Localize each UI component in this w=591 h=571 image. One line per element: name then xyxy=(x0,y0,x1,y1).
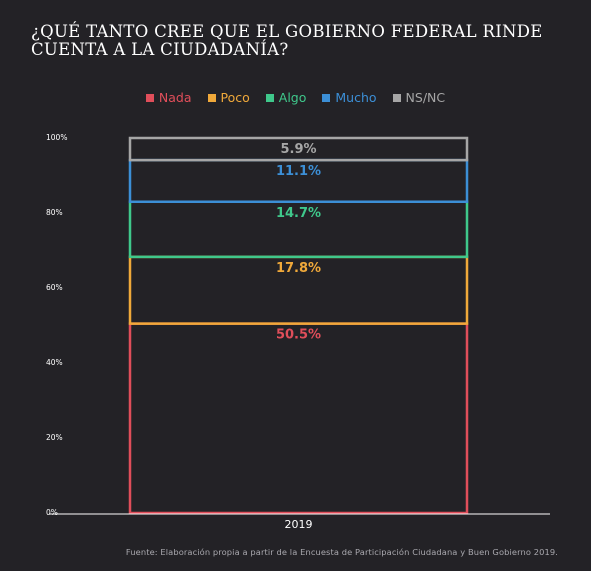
y-tick-label: 0% xyxy=(46,508,58,517)
legend-label: Mucho xyxy=(335,90,377,105)
source-note: Fuente: Elaboración propia a partir de l… xyxy=(125,547,558,557)
legend-item: Algo xyxy=(265,90,307,105)
y-tick-label: 100% xyxy=(46,133,67,142)
data-label: 14.7% xyxy=(276,206,321,221)
legend-swatch xyxy=(392,93,401,102)
x-category-label: 2019 xyxy=(285,518,313,531)
data-label: 50.5% xyxy=(276,328,321,343)
legend-item: Nada xyxy=(145,90,192,105)
legend-item: Poco xyxy=(207,90,250,105)
bar-segment xyxy=(128,322,469,515)
data-label: 5.9% xyxy=(280,142,316,157)
legend-swatch xyxy=(145,93,154,102)
legend-swatch xyxy=(265,93,274,102)
bar-segment xyxy=(128,136,469,162)
y-tick-label: 60% xyxy=(46,283,63,292)
legend-swatch xyxy=(207,93,216,102)
legend-label: Nada xyxy=(158,90,192,105)
y-tick-label: 20% xyxy=(46,433,63,442)
legend: Nada Poco Algo Mucho NS/NC xyxy=(0,90,591,105)
legend-label: Algo xyxy=(278,90,307,105)
legend-item: Mucho xyxy=(322,90,377,105)
y-tick-label: 40% xyxy=(46,358,63,367)
chart-title: ¿QUÉ TANTO CREE QUE EL GOBIERNO FEDERAL … xyxy=(31,22,543,59)
legend-label: NS/NC xyxy=(405,90,446,105)
legend-label: Poco xyxy=(220,90,250,105)
legend-item: NS/NC xyxy=(392,90,446,105)
data-label: 17.8% xyxy=(276,261,321,276)
data-label: 11.1% xyxy=(276,164,321,179)
legend-swatch xyxy=(322,93,331,102)
y-tick-label: 80% xyxy=(46,208,63,217)
